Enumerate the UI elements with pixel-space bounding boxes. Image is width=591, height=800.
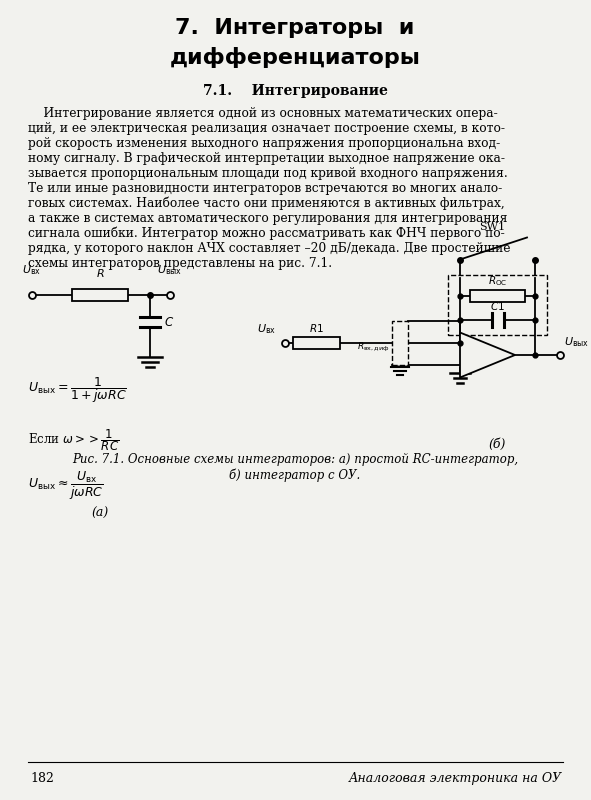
Text: $R1$: $R1$ — [309, 322, 324, 334]
Text: $R_{\rm вх,диф}$: $R_{\rm вх,диф}$ — [356, 341, 389, 354]
Text: $C$: $C$ — [164, 315, 174, 329]
Bar — [293, 337, 340, 349]
Text: Те или иные разновидности интеграторов встречаются во многих анало-: Те или иные разновидности интеграторов в… — [28, 182, 502, 195]
Text: 7.  Интеграторы  и: 7. Интеграторы и — [176, 18, 415, 38]
Text: зывается пропорциональным площади под кривой входного напряжения.: зывается пропорциональным площади под кр… — [28, 167, 508, 180]
Text: говых системах. Наиболее часто они применяются в активных фильтрах,: говых системах. Наиболее часто они приме… — [28, 197, 505, 210]
Text: $R_{\rm ОС}$: $R_{\rm ОС}$ — [488, 274, 507, 287]
Text: $U_{\rm вых}$: $U_{\rm вых}$ — [157, 263, 183, 277]
Text: Рис. 7.1. Основные схемы интеграторов: а) простой RC-интегратор,: Рис. 7.1. Основные схемы интеграторов: а… — [72, 453, 518, 466]
Text: Интегрирование является одной из основных математических опера-: Интегрирование является одной из основны… — [28, 107, 498, 120]
Text: $U_{\rm вх}$: $U_{\rm вх}$ — [22, 263, 41, 277]
Text: $U_{\rm вх}$: $U_{\rm вх}$ — [257, 322, 276, 337]
Polygon shape — [460, 333, 515, 378]
Text: +: + — [465, 361, 475, 374]
Bar — [72, 289, 128, 301]
Text: 182: 182 — [30, 772, 54, 785]
Bar — [392, 321, 408, 365]
Text: ному сигналу. В графической интерпретации выходное напряжение ока-: ному сигналу. В графической интерпретаци… — [28, 152, 505, 165]
Text: $U_{\rm вых} = \dfrac{1}{1 + j\omega RC}$: $U_{\rm вых} = \dfrac{1}{1 + j\omega RC}… — [28, 375, 126, 405]
Text: схемы интеграторов представлены на рис. 7.1.: схемы интеграторов представлены на рис. … — [28, 257, 332, 270]
Text: (а): (а) — [92, 507, 109, 520]
Text: $U_{\rm вых} \approx \dfrac{U_{\rm вх}}{j\omega RC}$: $U_{\rm вых} \approx \dfrac{U_{\rm вх}}{… — [28, 470, 103, 502]
Text: 7.1.    Интегрирование: 7.1. Интегрирование — [203, 84, 388, 98]
Text: SW1: SW1 — [479, 222, 505, 231]
Text: ций, и ее электрическая реализация означает построение схемы, в кото-: ций, и ее электрическая реализация означ… — [28, 122, 505, 135]
Text: а также в системах автоматического регулирования для интегрирования: а также в системах автоматического регул… — [28, 212, 508, 225]
Text: A: A — [485, 350, 491, 360]
Text: б) интегратор с ОУ.: б) интегратор с ОУ. — [229, 469, 361, 482]
Text: сигнала ошибки. Интегратор можно рассматривать как ФНЧ первого по-: сигнала ошибки. Интегратор можно рассмат… — [28, 227, 505, 241]
Text: Аналоговая электроника на ОУ: Аналоговая электроника на ОУ — [349, 772, 562, 785]
Text: $C1$: $C1$ — [490, 299, 505, 311]
Text: рядка, у которого наклон АЧХ составляет –20 дБ/декада. Две простейшие: рядка, у которого наклон АЧХ составляет … — [28, 242, 511, 255]
Text: $U_{\rm вых}$: $U_{\rm вых}$ — [564, 335, 589, 349]
Text: (б): (б) — [489, 438, 506, 450]
Bar — [470, 290, 525, 302]
Text: дифференциаторы: дифференциаторы — [170, 47, 420, 68]
Text: $R$: $R$ — [96, 267, 105, 279]
Text: рой скорость изменения выходного напряжения пропорциональна вход-: рой скорость изменения выходного напряже… — [28, 137, 500, 150]
Text: Если $\omega >>  \dfrac{1}{RC}$: Если $\omega >> \dfrac{1}{RC}$ — [28, 427, 119, 453]
Text: −: − — [465, 336, 475, 349]
Bar — [448, 274, 547, 334]
